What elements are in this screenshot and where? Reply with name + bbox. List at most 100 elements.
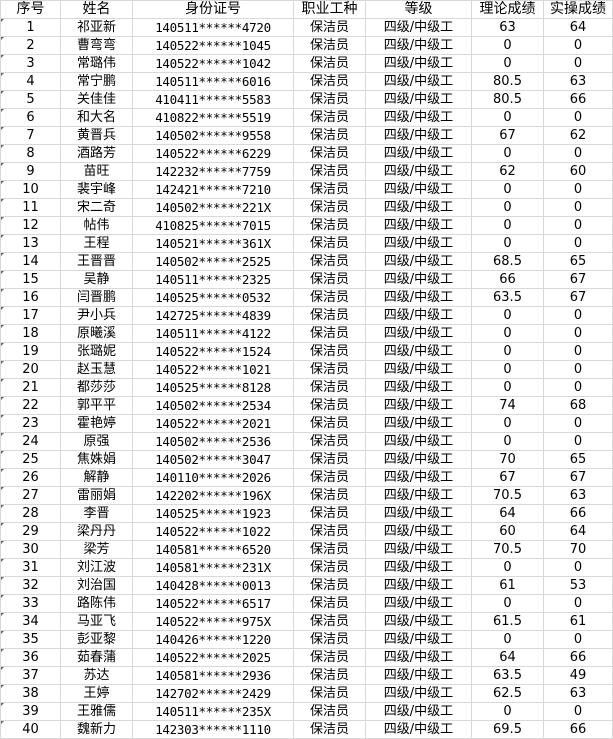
cell-occupation[interactable]: 保洁员 — [293, 720, 366, 739]
cell-level[interactable]: 四级/中级工 — [365, 72, 472, 91]
cell-name[interactable]: 闫晋鹏 — [60, 288, 133, 307]
cell-id-number[interactable]: 410822******5519 — [132, 108, 294, 127]
cell-level[interactable]: 四级/中级工 — [365, 36, 472, 55]
cell-theory-score[interactable]: 0 — [471, 432, 544, 451]
cell-theory-score[interactable]: 0 — [471, 108, 544, 127]
cell-level[interactable]: 四级/中级工 — [365, 522, 472, 541]
cell-practical-score[interactable]: 63 — [543, 486, 613, 505]
cell-occupation[interactable]: 保洁员 — [293, 360, 366, 379]
cell-practical-score[interactable]: 63 — [543, 72, 613, 91]
cell-practical-score[interactable]: 49 — [543, 666, 613, 685]
cell-level[interactable]: 四级/中级工 — [365, 666, 472, 685]
cell-practical-score[interactable]: 0 — [543, 216, 613, 235]
cell-practical-score[interactable]: 0 — [543, 360, 613, 379]
cell-occupation[interactable]: 保洁员 — [293, 558, 366, 577]
cell-id-number[interactable]: 140581******6520 — [132, 540, 294, 559]
cell-id-number[interactable]: 140522******6229 — [132, 144, 294, 163]
cell-level[interactable]: 四级/中级工 — [365, 252, 472, 271]
cell-seq[interactable]: 10 — [0, 180, 61, 199]
cell-seq[interactable]: 22 — [0, 396, 61, 415]
cell-name[interactable]: 梁丹丹 — [60, 522, 133, 541]
cell-occupation[interactable]: 保洁员 — [293, 684, 366, 703]
cell-id-number[interactable]: 140426******1220 — [132, 630, 294, 649]
cell-occupation[interactable]: 保洁员 — [293, 594, 366, 613]
cell-id-number[interactable]: 140522******1524 — [132, 342, 294, 361]
cell-theory-score[interactable]: 62 — [471, 162, 544, 181]
cell-theory-score[interactable]: 61.5 — [471, 612, 544, 631]
header-theory-score[interactable]: 理论成绩 — [471, 0, 544, 19]
cell-name[interactable]: 酒路芳 — [60, 144, 133, 163]
cell-level[interactable]: 四级/中级工 — [365, 234, 472, 253]
cell-level[interactable]: 四级/中级工 — [365, 198, 472, 217]
cell-id-number[interactable]: 140502******9558 — [132, 126, 294, 145]
cell-id-number[interactable]: 142303******1110 — [132, 720, 294, 739]
cell-practical-score[interactable]: 65 — [543, 252, 613, 271]
cell-id-number[interactable]: 140511******4720 — [132, 18, 294, 37]
cell-id-number[interactable]: 140522******1022 — [132, 522, 294, 541]
cell-theory-score[interactable]: 64 — [471, 648, 544, 667]
cell-name[interactable]: 常宁鹏 — [60, 72, 133, 91]
cell-id-number[interactable]: 140525******0532 — [132, 288, 294, 307]
cell-name[interactable]: 王晋晋 — [60, 252, 133, 271]
cell-practical-score[interactable]: 0 — [543, 342, 613, 361]
cell-level[interactable]: 四级/中级工 — [365, 126, 472, 145]
cell-seq[interactable]: 13 — [0, 234, 61, 253]
cell-theory-score[interactable]: 0 — [471, 180, 544, 199]
cell-theory-score[interactable]: 64 — [471, 504, 544, 523]
cell-theory-score[interactable]: 67 — [471, 126, 544, 145]
cell-id-number[interactable]: 140511******4122 — [132, 324, 294, 343]
cell-theory-score[interactable]: 0 — [471, 342, 544, 361]
cell-seq[interactable]: 30 — [0, 540, 61, 559]
cell-occupation[interactable]: 保洁员 — [293, 414, 366, 433]
cell-seq[interactable]: 24 — [0, 432, 61, 451]
cell-level[interactable]: 四级/中级工 — [365, 108, 472, 127]
cell-practical-score[interactable]: 0 — [543, 378, 613, 397]
cell-seq[interactable]: 35 — [0, 630, 61, 649]
cell-id-number[interactable]: 140522******2025 — [132, 648, 294, 667]
cell-name[interactable]: 茹春蒲 — [60, 648, 133, 667]
cell-occupation[interactable]: 保洁员 — [293, 198, 366, 217]
cell-name[interactable]: 苏达 — [60, 666, 133, 685]
cell-seq[interactable]: 32 — [0, 576, 61, 595]
cell-practical-score[interactable]: 53 — [543, 576, 613, 595]
cell-level[interactable]: 四级/中级工 — [365, 288, 472, 307]
cell-level[interactable]: 四级/中级工 — [365, 648, 472, 667]
cell-name[interactable]: 裴宇峰 — [60, 180, 133, 199]
cell-seq[interactable]: 1 — [0, 18, 61, 37]
cell-level[interactable]: 四级/中级工 — [365, 324, 472, 343]
cell-theory-score[interactable]: 60 — [471, 522, 544, 541]
cell-name[interactable]: 赵玉慧 — [60, 360, 133, 379]
cell-occupation[interactable]: 保洁员 — [293, 378, 366, 397]
cell-id-number[interactable]: 140522******2021 — [132, 414, 294, 433]
cell-seq[interactable]: 8 — [0, 144, 61, 163]
cell-id-number[interactable]: 410825******7015 — [132, 216, 294, 235]
cell-theory-score[interactable]: 70.5 — [471, 486, 544, 505]
cell-id-number[interactable]: 140511******235X — [132, 702, 294, 721]
cell-id-number[interactable]: 140502******2525 — [132, 252, 294, 271]
cell-occupation[interactable]: 保洁员 — [293, 252, 366, 271]
cell-occupation[interactable]: 保洁员 — [293, 216, 366, 235]
cell-seq[interactable]: 5 — [0, 90, 61, 109]
cell-occupation[interactable]: 保洁员 — [293, 396, 366, 415]
cell-theory-score[interactable]: 66 — [471, 270, 544, 289]
cell-level[interactable]: 四级/中级工 — [365, 396, 472, 415]
cell-theory-score[interactable]: 74 — [471, 396, 544, 415]
cell-level[interactable]: 四级/中级工 — [365, 486, 472, 505]
cell-theory-score[interactable]: 0 — [471, 702, 544, 721]
cell-theory-score[interactable]: 0 — [471, 306, 544, 325]
cell-name[interactable]: 王婷 — [60, 684, 133, 703]
cell-occupation[interactable]: 保洁员 — [293, 540, 366, 559]
cell-name[interactable]: 尹小兵 — [60, 306, 133, 325]
cell-seq[interactable]: 12 — [0, 216, 61, 235]
cell-theory-score[interactable]: 62.5 — [471, 684, 544, 703]
cell-practical-score[interactable]: 64 — [543, 18, 613, 37]
cell-occupation[interactable]: 保洁员 — [293, 36, 366, 55]
cell-seq[interactable]: 27 — [0, 486, 61, 505]
cell-name[interactable]: 焦姝娟 — [60, 450, 133, 469]
cell-id-number[interactable]: 140502******2536 — [132, 432, 294, 451]
cell-practical-score[interactable]: 0 — [543, 324, 613, 343]
cell-level[interactable]: 四级/中级工 — [365, 216, 472, 235]
cell-name[interactable]: 王程 — [60, 234, 133, 253]
cell-occupation[interactable]: 保洁员 — [293, 180, 366, 199]
cell-id-number[interactable]: 140511******6016 — [132, 72, 294, 91]
